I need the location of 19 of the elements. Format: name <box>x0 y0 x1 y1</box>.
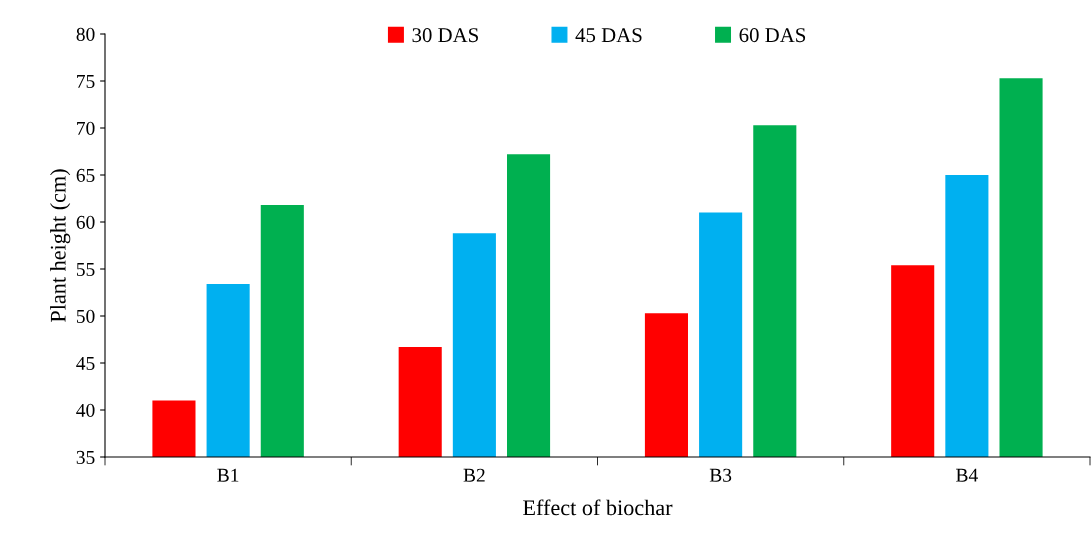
y-tick-label: 45 <box>76 356 95 370</box>
legend-label: 60 DAS <box>739 28 806 43</box>
x-tick-label: B1 <box>217 468 239 482</box>
x-tick-label: B4 <box>956 468 978 482</box>
y-axis-title: Plant height (cm) <box>50 169 71 322</box>
y-tick-label: 80 <box>76 27 95 41</box>
y-tick-label: 50 <box>76 309 95 323</box>
x-tick-label: B3 <box>709 468 732 482</box>
x-tick-label: B2 <box>463 468 485 482</box>
y-tick-label: 55 <box>76 263 95 276</box>
x-axis-title: Effect of biochar <box>523 499 673 516</box>
legend-label: 45 DAS <box>575 28 642 43</box>
y-tick-label: 35 <box>76 450 95 464</box>
y-tick-label: 75 <box>77 75 95 88</box>
y-tick-label: 40 <box>76 403 95 417</box>
y-tick-label: 65 <box>76 168 95 182</box>
y-tick-label: 70 <box>77 121 95 135</box>
legend-label: 30 DAS <box>412 28 478 43</box>
y-tick-label: 60 <box>76 215 95 229</box>
